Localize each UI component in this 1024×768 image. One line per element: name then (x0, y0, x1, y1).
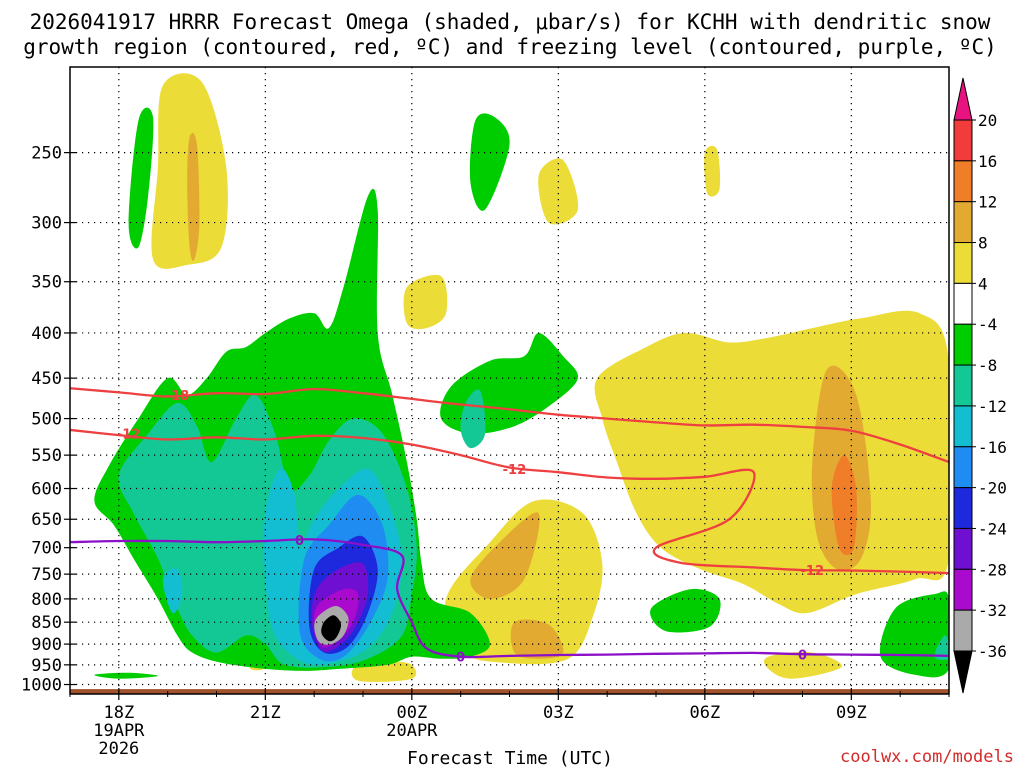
y-tick-label-600: 600 (31, 480, 62, 500)
omega-shading-layer (94, 73, 949, 682)
y-tick-label-250: 250 (31, 144, 62, 164)
dgz-lower-contour (70, 428, 949, 575)
omega-region-7 (510, 619, 564, 659)
omega-region-4 (831, 455, 857, 556)
y-tick-label-350: 350 (31, 273, 62, 293)
colorbar-label-11: -28 (978, 560, 1007, 579)
x-tick-year-18Z: 2026 (98, 739, 139, 759)
y-tick-label-900: 900 (31, 635, 62, 655)
colorbar-swatch-7 (953, 364, 973, 407)
colorbar-label-4: 4 (978, 274, 988, 293)
y-tick-label-850: 850 (31, 613, 62, 633)
colorbar-label-12: -32 (978, 601, 1007, 620)
colorbar-label-13: -36 (978, 642, 1007, 661)
freezing-level-contour (70, 538, 949, 659)
gridlines (70, 67, 949, 694)
omega-region-10 (704, 145, 721, 197)
omega-region-21 (94, 672, 158, 679)
colorbar-label-0: 20 (978, 111, 997, 130)
colorbar-label-2: 12 (978, 193, 997, 212)
x-tick-label-03Z: 03Z (543, 703, 574, 723)
y-tick-label-500: 500 (31, 410, 62, 430)
omega-region-5 (444, 499, 603, 665)
colorbar-label-5: -4 (978, 315, 997, 334)
colorbar-label-7: -12 (978, 397, 1007, 416)
dgz-upper-contour (70, 387, 949, 464)
label-dgz-lower-mid: -12 (503, 463, 527, 478)
label-freezing-left: 0 (295, 534, 304, 549)
omega-region-32 (321, 615, 342, 642)
x-tick-date-18Z: 19APR (93, 721, 145, 741)
colorbar-swatch-10 (953, 487, 973, 529)
colorbar-label-9: -20 (978, 479, 1007, 498)
colorbar-swatch-1 (953, 119, 973, 162)
colorbar-swatch-2 (953, 160, 973, 203)
omega-region-16 (128, 107, 154, 249)
x-tick-label-09Z: 09Z (836, 703, 867, 723)
omega-region-24 (934, 635, 949, 661)
contour-labels: -18 -12 -12 -12 0 0 0 (117, 389, 825, 666)
omega-region-9 (538, 158, 579, 225)
omega-region-17 (469, 113, 510, 211)
omega-region-26 (162, 568, 183, 614)
chart-title-line2: growth region (contoured, red, ºC) and f… (23, 35, 997, 59)
contour-layer (70, 387, 949, 659)
y-tick-label-300: 300 (31, 214, 62, 234)
colorbar-bottom-arrow (953, 650, 973, 694)
omega-region-19 (650, 588, 721, 633)
omega-region-1 (187, 132, 200, 261)
x-axis-label: Forecast Time (UTC) (407, 748, 613, 768)
colorbar-label-8: -16 (978, 438, 1007, 457)
colorbar-top-arrow (953, 77, 973, 121)
y-tick-label-650: 650 (31, 510, 62, 530)
y-axis: 2503003504004505005506006507007508008509… (21, 144, 76, 696)
credit-text: coolwx.com/models (840, 747, 1014, 767)
label-freezing-right: 0 (798, 649, 807, 664)
label-freezing-mid: 0 (456, 651, 465, 666)
y-tick-label-1000: 1000 (21, 676, 62, 696)
colorbar: 20 16 12 8 4 -4 -8 -12 -16 -20 -24 -28 -32 -36 (953, 77, 1007, 694)
y-tick-label-550: 550 (31, 446, 62, 466)
colorbar-swatch-8 (953, 405, 973, 448)
x-tick-date-00Z: 20APR (386, 721, 438, 741)
colorbar-swatch-12 (953, 568, 973, 611)
colorbar-swatch-13 (953, 609, 973, 652)
chart-title-line1: 2026041917 HRRR Forecast Omega (shaded, … (30, 10, 991, 34)
colorbar-swatch-11 (953, 527, 973, 570)
omega-region-6 (470, 512, 540, 599)
y-tick-label-700: 700 (31, 539, 62, 559)
y-tick-label-450: 450 (31, 369, 62, 389)
label-dgz-lower-left: -12 (117, 428, 141, 443)
y-tick-label-400: 400 (31, 324, 62, 344)
y-tick-label-800: 800 (31, 590, 62, 610)
omega-region-8 (403, 274, 448, 330)
x-tick-label-18Z: 18Z (103, 703, 134, 723)
colorbar-label-1: 16 (978, 152, 997, 171)
colorbar-label-3: 8 (978, 234, 988, 253)
x-tick-label-21Z: 21Z (250, 703, 281, 723)
colorbar-swatch-6 (953, 323, 973, 366)
colorbar-swatch-9 (953, 446, 973, 489)
y-tick-label-950: 950 (31, 656, 62, 676)
colorbar-label-6: -8 (978, 356, 997, 375)
colorbar-swatch-5 (953, 282, 973, 325)
label-dgz-upper: -18 (166, 389, 190, 404)
colorbar-label-10: -24 (978, 519, 1007, 538)
x-tick-label-00Z: 00Z (396, 703, 427, 723)
colorbar-swatch-4 (953, 242, 973, 284)
colorbar-swatch-3 (953, 201, 973, 244)
y-tick-label-750: 750 (31, 565, 62, 585)
label-dgz-lower-right: -12 (801, 564, 825, 579)
x-tick-label-06Z: 06Z (689, 703, 720, 723)
